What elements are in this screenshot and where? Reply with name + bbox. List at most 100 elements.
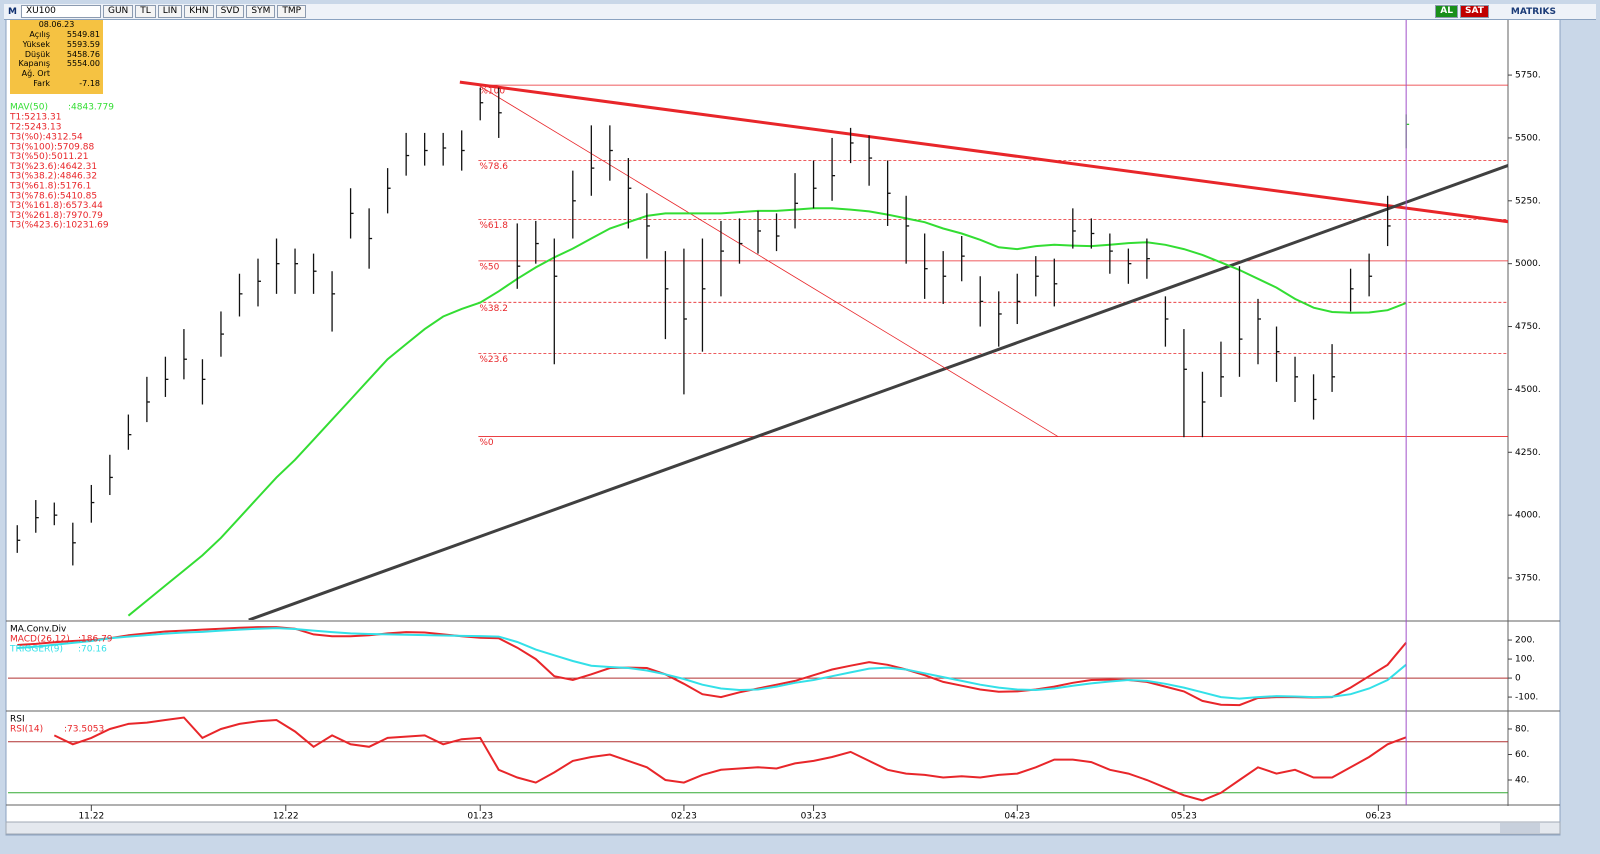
info-row: Kapanış 5554.00 [10, 59, 103, 69]
trend-line [248, 163, 1508, 620]
y-tick-label: 200. [1515, 636, 1535, 646]
toolbar-button[interactable]: GUN [102, 5, 134, 18]
info-row: Açılış 5549.81 [10, 30, 103, 40]
toolbar-button[interactable]: LIN [157, 5, 183, 18]
legend-entry: T3(%0):4312.54 [9, 133, 83, 143]
y-tick-label: 40. [1515, 776, 1529, 786]
y-tick-label: 5000. [1515, 259, 1541, 269]
info-value: 5549.81 [66, 30, 100, 39]
legend-entry: T3(%100):5709.88 [9, 142, 94, 152]
legend-value: :186.79 [78, 635, 113, 645]
y-tick-label: 4500. [1515, 385, 1541, 395]
legend-entry: T3(%423.6):10231.69 [9, 221, 109, 231]
toolbar: M XU100 GUN TL LIN KHN SVD SYM TMP AL SAT MATR… [4, 4, 1596, 20]
x-tick-label: 01.23 [467, 812, 493, 822]
legend-entry: T3(%78.6):5410.85 [9, 191, 97, 201]
plot-area [8, 626, 1508, 707]
fib-label: %61.8 [479, 221, 508, 231]
y-tick-label: 3750. [1515, 574, 1541, 584]
x-tick-label: 06.23 [1365, 812, 1391, 822]
scrollbar[interactable] [5, 821, 1561, 835]
info-value: -7.18 [79, 78, 100, 88]
info-label: Düşük [24, 49, 50, 59]
info-date: 08.06.23 [38, 20, 75, 29]
info-label: Açılış [29, 30, 50, 39]
legend-entry: T3(%261.8):7970.79 [9, 211, 103, 221]
fib-label: %0 [479, 438, 494, 448]
y-tick-label: 4000. [1515, 511, 1541, 521]
scroll-thumb[interactable] [1500, 823, 1540, 833]
y-tick-label: 5500. [1515, 133, 1541, 143]
sell-button[interactable]: SAT [1460, 5, 1489, 18]
legend-name: TRIGGER(9) [9, 645, 63, 655]
toolbar-button[interactable]: KHN [184, 5, 214, 18]
y-tick-label: 0 [1515, 674, 1521, 684]
legend-entry: T1:5213.31 [9, 113, 61, 123]
legend-entry: T3(%50):5011.21 [9, 152, 89, 162]
legend-value: :4843.779 [68, 103, 114, 113]
brand: MATRIKS [1510, 6, 1556, 17]
fib-label: %23.6 [479, 355, 508, 365]
info-row: Ağ. Ort [10, 69, 103, 79]
legend-name: MACD(26,12) [10, 635, 70, 645]
legend-entry: T3(%23.6):4642.31 [9, 162, 97, 172]
info-box: 08.06.23 Açılış 5549.81 Yüksek 5593.59 Düşük… [10, 20, 103, 94]
y-tick-label: 100. [1515, 655, 1535, 665]
info-value: 5554.00 [66, 59, 100, 69]
info-label: Ağ. Ort [21, 69, 50, 79]
series-line [53, 716, 1407, 802]
fib-label: %100 [479, 87, 505, 97]
info-row: Fark -7.18 [10, 79, 103, 89]
info-label: Yüksek [22, 39, 50, 49]
y-tick-label: 80. [1515, 724, 1529, 734]
x-tick-label: 04.23 [1004, 812, 1030, 822]
plot-area [8, 716, 1508, 802]
panel-title: MA.Conv.Div [10, 625, 67, 635]
x-tick-label: 03.23 [801, 812, 827, 822]
x-tick-label: 05.23 [1171, 812, 1197, 822]
y-tick-label: -100. [1515, 693, 1538, 703]
fib-label: %38.2 [479, 304, 508, 314]
info-value: 5593.59 [66, 39, 100, 49]
series-line [17, 626, 1407, 707]
series-line [17, 627, 1407, 700]
plot-area: %0 %100 %50 %23.6 %38.2 %61.8 %78.6 [16, 80, 1508, 620]
y-tick-label: 4250. [1515, 448, 1541, 458]
toolbar-button[interactable]: SVD [215, 5, 245, 18]
symbol-box[interactable]: XU100 [20, 5, 101, 18]
y-tick-label: 5750. [1515, 71, 1541, 81]
info-row: Yüksek 5593.59 [10, 40, 103, 50]
fib-label: %78.6 [479, 162, 508, 172]
legend-entry: T3(%61.8):5176.1 [9, 182, 91, 192]
y-tick-label: 60. [1515, 750, 1529, 760]
toolbar-button[interactable]: TMP [277, 5, 307, 18]
info-row: Düşük 5458.76 [10, 50, 103, 60]
legend-entry: T3(%161.8):6573.44 [9, 201, 103, 211]
y-tick-label: 4750. [1515, 322, 1541, 332]
fib-label: %50 [479, 262, 499, 272]
info-value: 5458.76 [66, 49, 100, 59]
info-label: Kapanış [18, 59, 50, 69]
legend-entry: T3(%38.2):4846.32 [9, 172, 97, 182]
panel-title: RSI [10, 715, 25, 725]
legend-value: :73.5053 [64, 725, 104, 735]
y-tick-label: 5250. [1515, 196, 1541, 206]
legend-entry: T2:5243.13 [9, 122, 61, 132]
legend-value: :70.16 [78, 645, 107, 655]
toolbar-button[interactable]: TL [135, 5, 156, 18]
toolbar-button[interactable]: SYM [246, 5, 276, 18]
x-tick-label: 12.22 [273, 812, 299, 822]
buy-button[interactable]: AL [1435, 5, 1458, 18]
info-label: Fark [33, 78, 50, 88]
legend-name: RSI(14) [10, 725, 43, 735]
button-group: GUN TL LIN KHN SVD SYM TMP [102, 5, 308, 18]
x-tick-label: 11.22 [78, 812, 104, 822]
x-tick-label: 02.23 [671, 812, 697, 822]
legend-name: MAV(50) [10, 103, 48, 113]
logo[interactable]: M [8, 6, 17, 17]
trend-line [478, 84, 1059, 437]
series-line [127, 207, 1407, 617]
trend-line [459, 80, 1508, 224]
